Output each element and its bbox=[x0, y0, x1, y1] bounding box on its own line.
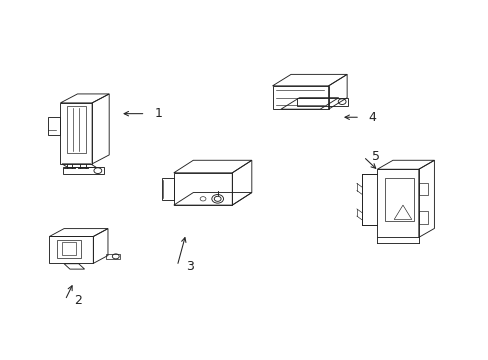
Text: 3: 3 bbox=[185, 260, 193, 273]
Text: 4: 4 bbox=[368, 111, 376, 124]
Text: 1: 1 bbox=[154, 107, 162, 120]
Text: 5: 5 bbox=[371, 150, 380, 163]
Text: 2: 2 bbox=[74, 294, 81, 307]
